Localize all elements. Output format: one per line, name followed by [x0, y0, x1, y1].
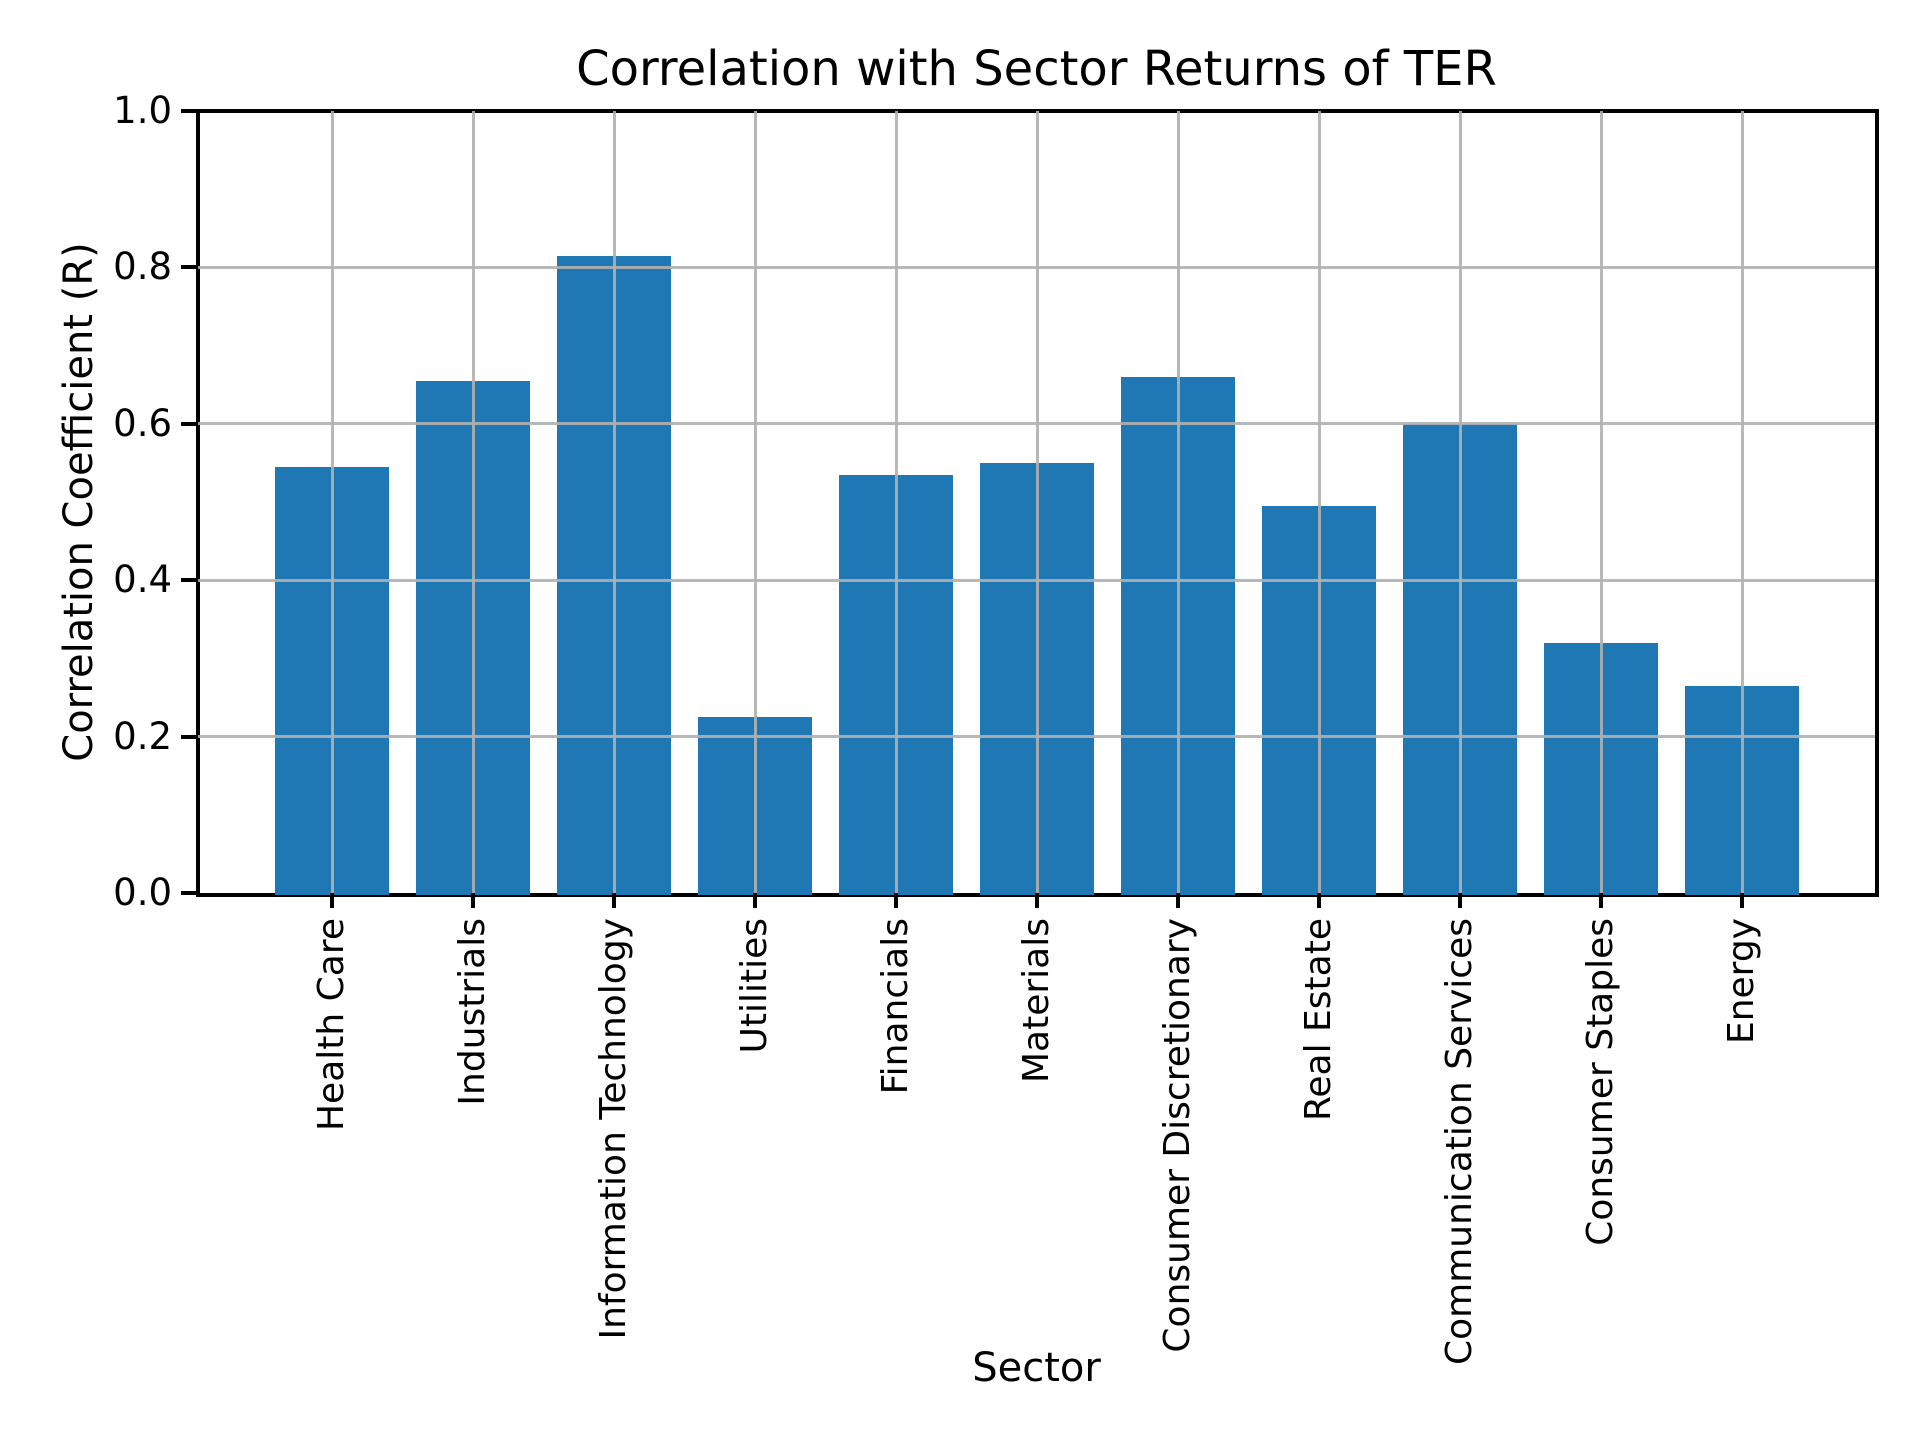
y-tick-label: 0.4 [113, 558, 172, 601]
y-tick [181, 891, 196, 895]
x-tick-label: Energy [1721, 918, 1762, 1045]
x-tick [1317, 893, 1321, 908]
v-gridline [894, 111, 898, 893]
y-tick-label: 0.6 [113, 402, 172, 445]
v-gridline [1599, 111, 1603, 893]
v-gridline [1458, 111, 1462, 893]
x-tick [1740, 893, 1744, 908]
x-axis-label: Sector [972, 1345, 1101, 1391]
y-axis-label: Correlation Coefficient (R) [56, 242, 102, 762]
y-tick [181, 735, 196, 739]
x-tick-label: Materials [1016, 918, 1057, 1084]
v-gridline [471, 111, 475, 893]
x-tick-label: Utilities [734, 918, 775, 1054]
x-tick [894, 893, 898, 908]
x-tick-label: Industrials [452, 918, 493, 1106]
x-tick [612, 893, 616, 908]
y-tick [181, 422, 196, 426]
v-gridline [1740, 111, 1744, 893]
x-tick [330, 893, 334, 908]
y-tick [181, 109, 196, 113]
v-gridline [1176, 111, 1180, 893]
x-tick [1599, 893, 1603, 908]
x-tick [1035, 893, 1039, 908]
x-tick [1458, 893, 1462, 908]
y-tick-label: 0.2 [113, 715, 172, 758]
v-gridline [1035, 111, 1039, 893]
x-tick [471, 893, 475, 908]
y-tick-label: 1.0 [113, 89, 172, 132]
y-tick-label: 0.0 [113, 871, 172, 914]
x-tick [1176, 893, 1180, 908]
y-tick-label: 0.8 [113, 245, 172, 288]
x-tick-label: Health Care [311, 918, 352, 1132]
x-tick [753, 893, 757, 908]
x-tick-label: Real Estate [1298, 918, 1339, 1121]
v-gridline [1317, 111, 1321, 893]
chart-title: Correlation with Sector Returns of TER [576, 41, 1497, 97]
y-tick [181, 265, 196, 269]
x-tick-label: Consumer Discretionary [1157, 918, 1198, 1353]
x-tick-label: Communication Services [1439, 918, 1480, 1365]
v-gridline [612, 111, 616, 893]
x-tick-label: Financials [875, 918, 916, 1095]
x-tick-label: Consumer Staples [1580, 918, 1621, 1246]
x-tick-label: Information Technology [593, 918, 634, 1340]
y-tick [181, 578, 196, 582]
v-gridline [753, 111, 757, 893]
v-gridline [330, 111, 334, 893]
